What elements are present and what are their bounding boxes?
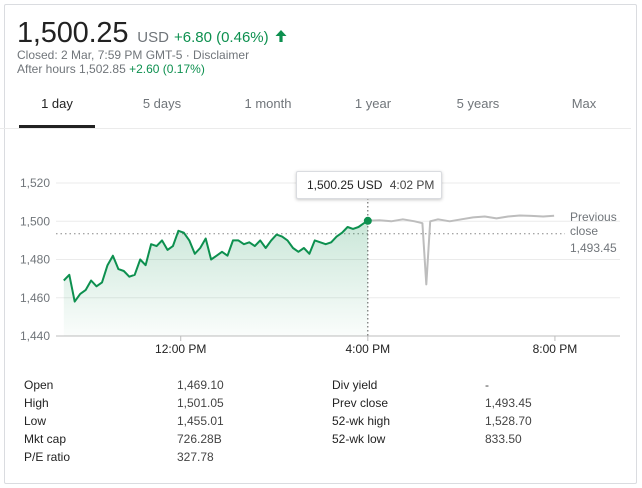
x-tick-label: 12:00 PM — [155, 342, 206, 356]
stat-row: Prev close 1,493.45 — [332, 394, 572, 412]
previous-close-line1: Previous — [570, 210, 617, 224]
price-change: +6.80 (0.46%) — [173, 29, 269, 46]
tooltip-price: 1,500.25 USD — [307, 178, 383, 192]
y-tick-label: 1,500 — [20, 214, 50, 228]
tab-5-years[interactable]: 5 years — [456, 96, 500, 111]
tab-1-day[interactable]: 1 day — [19, 88, 95, 128]
stat-row: Div yield - — [332, 376, 572, 394]
stat-value-prev-close: 1,493.45 — [485, 396, 532, 410]
stat-value-pe-ratio: 327.78 — [177, 450, 214, 464]
stat-row: 52-wk high 1,528.70 — [332, 412, 572, 430]
previous-close-line2: close — [570, 224, 599, 238]
y-tick-label: 1,440 — [20, 329, 50, 343]
stat-label-52wk-low: 52-wk low — [332, 432, 386, 446]
stat-value-52wk-high: 1,528.70 — [485, 414, 532, 428]
price-row: 1,500.25 USD +6.80 (0.46%) — [17, 17, 288, 53]
x-tick-label: 8:00 PM — [533, 342, 578, 356]
tooltip-time: 4:02 PM — [389, 178, 435, 192]
stat-label-prev-close: Prev close — [332, 396, 389, 410]
stat-row: Mkt cap 726.28B — [24, 430, 254, 448]
tab-5-days[interactable]: 5 days — [142, 96, 182, 111]
stat-row: High 1,501.05 — [24, 394, 254, 412]
after-hours: After hours 1,502.85 +2.60 (0.17%) — [17, 62, 205, 76]
stat-row: Open 1,469.10 — [24, 376, 254, 394]
stat-row: P/E ratio 327.78 — [24, 448, 254, 466]
after-hours-change: +2.60 (0.17%) — [129, 62, 205, 76]
y-tick-label: 1,460 — [20, 291, 50, 305]
stats-right: Div yield - Prev close 1,493.45 52-wk hi… — [332, 376, 572, 448]
regular-session-area — [63, 220, 368, 336]
stat-label-open: Open — [24, 378, 54, 392]
stat-label-pe-ratio: P/E ratio — [24, 450, 71, 464]
stat-value-open: 1,469.10 — [177, 378, 224, 392]
y-tick-label: 1,480 — [20, 253, 50, 267]
current-price: 1,500.25 — [17, 17, 129, 49]
x-tick-label: 4:00 PM — [345, 342, 390, 356]
stat-label-high: High — [24, 396, 49, 410]
stat-value-div-yield: - — [485, 378, 489, 392]
tab-1-year[interactable]: 1 year — [354, 96, 392, 111]
stat-label-div-yield: Div yield — [332, 378, 378, 392]
currency-code: USD — [137, 29, 169, 46]
stat-row: 52-wk low 833.50 — [332, 430, 572, 448]
after-hours-session-line — [367, 214, 555, 286]
stats-left: Open 1,469.10 High 1,501.05 Low 1,455.01… — [24, 376, 254, 466]
closed-status: Closed: 2 Mar, 7:59 PM GMT-5 · Disclaime… — [17, 48, 250, 62]
up-arrow-icon — [275, 30, 287, 42]
tab-max[interactable]: Max — [571, 96, 597, 111]
stat-label-low: Low — [24, 414, 47, 428]
after-hours-price: After hours 1,502.85 — [17, 62, 126, 76]
stat-row: Low 1,455.01 — [24, 412, 254, 430]
y-tick-label: 1,520 — [20, 176, 50, 190]
chart-tooltip: 1,500.25 USD 4:02 PM — [296, 171, 442, 199]
tab-1-month[interactable]: 1 month — [244, 96, 292, 111]
stat-label-mkt-cap: Mkt cap — [24, 432, 67, 446]
range-tabs: 1 day 5 days 1 month 1 year 5 years Max — [0, 88, 631, 128]
hover-point — [363, 216, 372, 225]
stat-value-high: 1,501.05 — [177, 396, 224, 410]
price-chart[interactable]: 1,520 1,500 1,480 1,460 1,440 12:00 PM 4:00 PM… — [0, 130, 642, 365]
tabs-divider — [0, 128, 631, 129]
stat-value-mkt-cap: 726.28B — [177, 432, 222, 446]
stat-label-52wk-high: 52-wk high — [332, 414, 391, 428]
stat-value-low: 1,455.01 — [177, 414, 224, 428]
previous-close-label: Previous close 1,493.45 — [570, 210, 617, 255]
stat-value-52wk-low: 833.50 — [485, 432, 522, 446]
regular-session-line — [63, 219, 369, 303]
previous-close-value: 1,493.45 — [570, 241, 617, 255]
